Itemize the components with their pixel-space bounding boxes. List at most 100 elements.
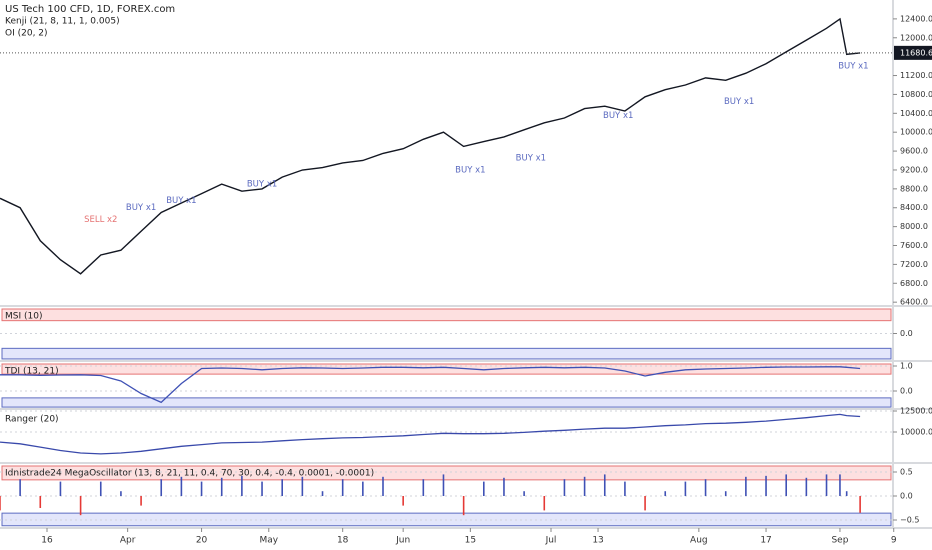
y-tick-label: 7600.0 [900,241,928,250]
oscillator-bar [321,491,324,497]
oscillator-bar [382,476,384,497]
oscillator-bar [704,479,707,497]
y-tick-label: 9600.0 [900,147,928,156]
upper-band [1,465,892,481]
oscillator-bar [684,481,687,497]
last-price-box [894,45,932,60]
oscillator-bar [745,476,747,497]
oscillator-bar [0,496,1,511]
oscillator-bar [341,479,344,497]
oscillator-bar [79,496,82,516]
lower-band [1,512,892,527]
y-tick-label: 8000.0 [900,222,928,231]
oscillator-bar [200,481,203,497]
y-tick-label: 9200.0 [900,165,928,174]
y-tick-label: 12400.0 [900,14,932,23]
oscillator-bar [523,491,525,497]
oscillator-bar [583,476,586,497]
oscillator-bar [845,491,848,497]
y-tick-label: 6800.0 [900,279,928,288]
x-tick-label: Jul [545,536,557,546]
indicator-line [0,366,861,404]
legend-text: Idnistrade24 MegaOscillator (13, 8, 21, … [5,469,374,479]
oscillator-bar [422,479,425,497]
legend-text: TDI (13, 21) [4,367,59,377]
oscillator-bar [19,479,21,497]
oscillator-bar [624,481,626,497]
signal-label: SELL x2 [84,215,117,225]
y-tick-label: 10000.0 [900,428,932,437]
oscillator-bar [220,477,223,497]
upper-band [1,363,892,375]
oscillator-bar [301,476,304,497]
indicator-line [0,413,861,455]
signal-label: BUY x1 [247,180,277,190]
signal-label: BUY x1 [166,196,196,206]
signal-label: BUY x1 [516,154,546,164]
lower-band [1,347,892,360]
oscillator-bar [785,474,787,497]
price-line [0,17,861,275]
y-tick-label: 12000.0 [900,33,932,42]
oscillator-bar [603,474,606,497]
y-tick-label: 10800.0 [900,90,932,99]
oscillator-bar [442,474,445,497]
y-tick-label: 11200.0 [900,71,932,80]
signal-label: BUY x1 [838,62,868,72]
oscillator-bar [120,491,122,497]
lower-band [1,397,892,408]
legend-text: MSI (10) [5,312,42,322]
oscillator-bar [99,481,102,497]
y-tick-label: 0.0 [900,329,913,338]
oscillator-bar [825,474,828,497]
y-tick-label: 6400.0 [900,298,928,307]
y-tick-label: 8400.0 [900,203,928,212]
oscillator-bar [724,491,727,497]
oscillator-bar [59,481,62,497]
oscillator-bar [543,496,546,511]
x-tick-label: 20 [196,536,208,546]
y-tick-label: 8800.0 [900,184,928,193]
oscillator-bar [765,475,767,497]
signal-label: BUY x1 [603,111,633,121]
last-price-label: 11680.6 [900,48,932,57]
signal-label: BUY x1 [126,203,156,213]
oscillator-bar [261,481,263,497]
x-tick-label: 16 [41,536,53,546]
oscillator-bar [503,477,505,497]
y-tick-label: 0.0 [900,492,913,501]
x-tick-label: May [259,536,278,546]
x-tick-label: 9 [891,536,897,546]
x-tick-label: 18 [337,536,349,546]
y-tick-label: 0.5 [900,468,913,477]
upper-band [1,308,892,322]
oscillator-bar [664,491,667,497]
oscillator-bar [644,496,646,511]
oscillator-bar [859,496,861,513]
x-tick-label: 17 [760,536,771,546]
oscillator-bar [241,475,243,497]
oscillator-bar [140,496,142,506]
x-tick-label: Aug [690,536,708,546]
x-tick-label: 15 [465,536,476,546]
y-tick-label: 7200.0 [900,260,928,269]
y-tick-label: 0.0 [900,387,913,396]
legend-text: Ranger (20) [5,415,59,425]
y-tick-label: 10000.0 [900,128,932,137]
x-tick-label: Sep [831,536,848,546]
legend-text: US Tech 100 CFD, 1D, FOREX.com [5,4,175,15]
signal-label: BUY x1 [455,165,485,175]
oscillator-bar [281,479,283,497]
x-tick-label: Apr [120,536,136,546]
oscillator-bar [180,476,183,497]
oscillator-bar [362,481,364,497]
oscillator-bar [839,474,841,497]
oscillator-bar [160,479,163,497]
y-tick-label: 10400.0 [900,109,932,118]
oscillator-bar [483,481,485,497]
oscillator-bar [462,496,465,516]
x-tick-label: Jun [395,536,410,546]
legend-text: OI (20, 2) [5,29,48,39]
